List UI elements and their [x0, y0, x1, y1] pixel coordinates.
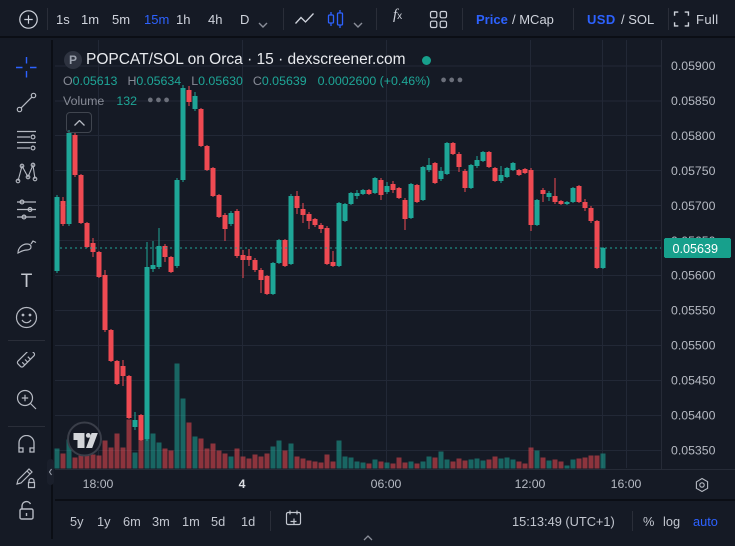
svg-text:0.05850: 0.05850 — [671, 94, 716, 108]
svg-text:0.05450: 0.05450 — [671, 374, 716, 388]
svg-text:0.05800: 0.05800 — [671, 129, 716, 143]
svg-text:0.05600: 0.05600 — [671, 269, 716, 283]
svg-text:0.05400: 0.05400 — [671, 409, 716, 423]
svg-text:0.05639: 0.05639 — [673, 242, 719, 256]
svg-text:0.05750: 0.05750 — [671, 164, 716, 178]
svg-text:0.05700: 0.05700 — [671, 199, 716, 213]
svg-text:0.05500: 0.05500 — [671, 339, 716, 353]
svg-text:0.05900: 0.05900 — [671, 59, 716, 73]
svg-text:0.05350: 0.05350 — [671, 444, 716, 458]
svg-text:0.05550: 0.05550 — [671, 304, 716, 318]
